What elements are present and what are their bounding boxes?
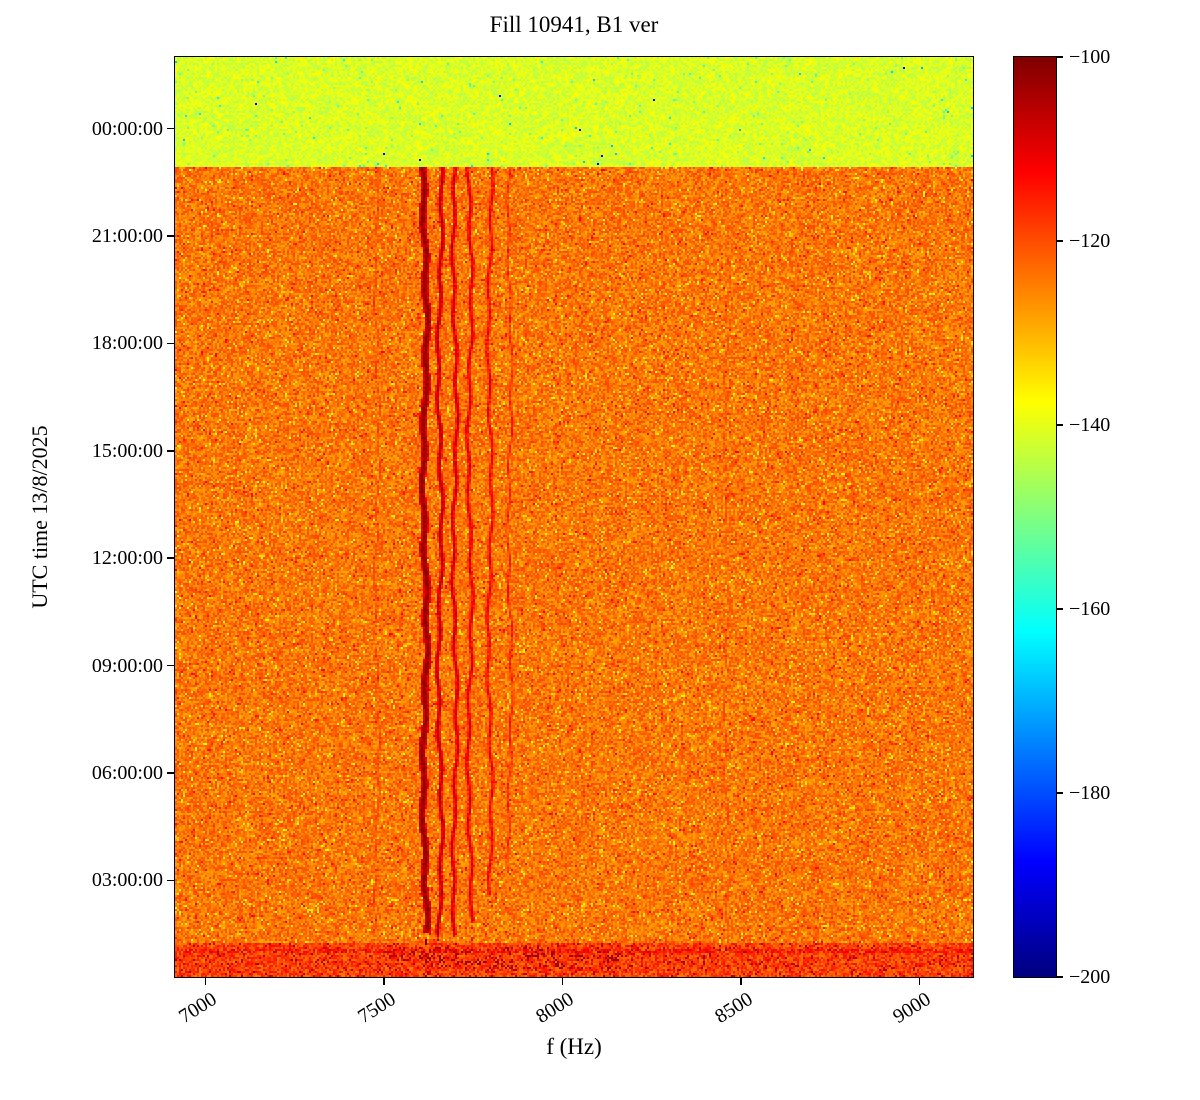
y-axis-label: UTC time 13/8/2025 xyxy=(27,425,52,609)
x-axis-label: f (Hz) xyxy=(546,1034,602,1059)
colorbar-tick xyxy=(1057,608,1063,610)
spectrogram-heatmap xyxy=(175,57,973,977)
colorbar-tick xyxy=(1057,976,1063,978)
colorbar-tick-label: −180 xyxy=(1069,782,1111,804)
colorbar-tick xyxy=(1057,792,1063,794)
y-tick xyxy=(167,557,174,559)
y-tick-label: 18:00:00 xyxy=(91,332,163,355)
x-tick xyxy=(204,978,207,985)
colorbar-tick xyxy=(1057,424,1063,426)
y-tick-label: 03:00:00 xyxy=(91,869,163,892)
y-tick xyxy=(167,772,174,774)
y-tick xyxy=(167,342,174,345)
y-tick xyxy=(167,450,174,452)
colorbar-tick-label: −100 xyxy=(1069,46,1111,68)
chart-title: Fill 10941, B1 ver xyxy=(489,12,659,37)
y-tick-label: 00:00:00 xyxy=(91,117,163,140)
y-tick-label: 06:00:00 xyxy=(91,761,163,784)
colorbar-tick xyxy=(1057,240,1063,242)
y-tick xyxy=(167,235,174,237)
colorbar-tick-label: −160 xyxy=(1069,598,1111,620)
y-tick-label: 21:00:00 xyxy=(91,224,163,247)
colorbar-tick-label: −200 xyxy=(1069,966,1111,988)
y-tick-label: 09:00:00 xyxy=(91,654,163,677)
colorbar-tick xyxy=(1057,56,1063,58)
y-tick-label: 12:00:00 xyxy=(91,547,163,570)
y-tick xyxy=(167,127,174,130)
colorbar-tick-label: −140 xyxy=(1069,414,1111,436)
y-tick xyxy=(167,664,174,667)
x-tick xyxy=(383,978,385,985)
colorbar-tick-label: −120 xyxy=(1069,230,1111,252)
colorbar-gradient xyxy=(1014,57,1056,977)
x-tick xyxy=(561,978,564,985)
x-tick xyxy=(740,978,742,985)
y-tick-label: 15:00:00 xyxy=(91,439,163,462)
y-tick xyxy=(167,879,174,882)
x-tick xyxy=(918,978,921,985)
